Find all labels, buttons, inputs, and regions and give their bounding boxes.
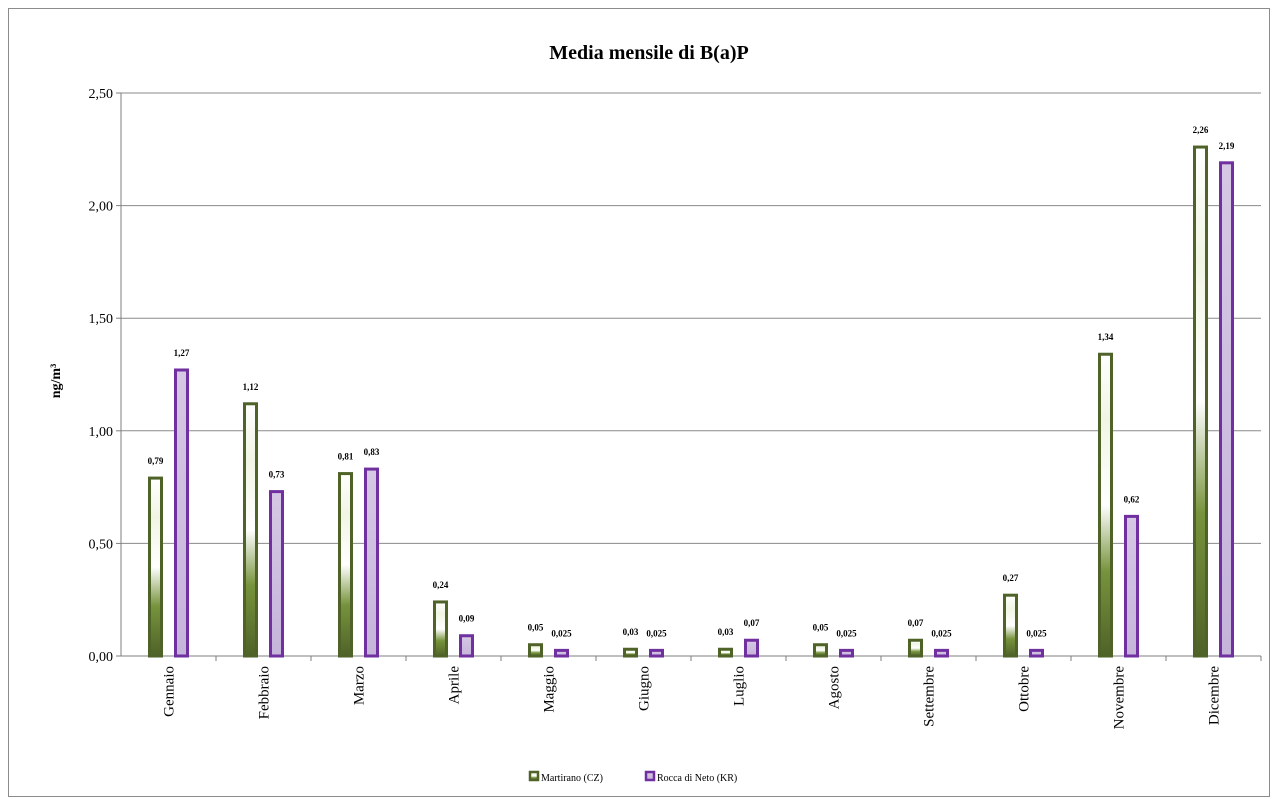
y-axis-label: ng/m³ bbox=[49, 364, 64, 399]
bar-martirano bbox=[813, 643, 828, 658]
bar-martirano bbox=[623, 647, 638, 658]
y-tick-label: 1,00 bbox=[89, 425, 114, 440]
data-label: 0,27 bbox=[1003, 573, 1019, 583]
legend-swatch-rocca-di-neto bbox=[644, 770, 656, 782]
data-label: 0,05 bbox=[813, 623, 829, 633]
x-tick-label: Gennaio bbox=[162, 666, 178, 717]
data-label: 0,05 bbox=[528, 623, 544, 633]
y-tick-labels: 0,00 0,50 1,00 1,50 2,00 2,50 bbox=[89, 87, 114, 665]
data-label: 0,03 bbox=[718, 627, 734, 637]
data-label: 0,025 bbox=[931, 628, 952, 638]
data-label: 0,025 bbox=[551, 628, 572, 638]
bar-martirano bbox=[718, 647, 733, 658]
bar-rocca-di-neto bbox=[649, 648, 664, 658]
data-label: 0,09 bbox=[459, 614, 475, 624]
data-label: 0,83 bbox=[364, 447, 380, 457]
x-tick-label: Marzo bbox=[352, 666, 368, 705]
y-tick-label: 2,00 bbox=[89, 200, 114, 215]
data-label: 2,19 bbox=[1219, 141, 1235, 151]
bar-rocca-di-neto bbox=[364, 467, 379, 658]
x-tick-label: Giugno bbox=[637, 666, 653, 711]
bar-rocca-di-neto bbox=[744, 638, 759, 658]
x-tick-label: Febbraio bbox=[257, 666, 273, 719]
data-label: 0,03 bbox=[623, 627, 639, 637]
bar-martirano bbox=[528, 643, 543, 658]
x-tick-label: Maggio bbox=[542, 666, 558, 713]
x-tick-label: Novembre bbox=[1112, 666, 1128, 730]
data-label: 2,26 bbox=[1193, 125, 1209, 135]
x-tick-label: Luglio bbox=[732, 666, 748, 706]
bar-martirano bbox=[908, 638, 923, 658]
bar-rocca-di-neto bbox=[1124, 514, 1139, 658]
bar-martirano bbox=[1098, 352, 1113, 658]
data-label: 1,12 bbox=[243, 382, 259, 392]
y-axis-label-text: ng/m³ bbox=[49, 364, 64, 399]
y-tick-label: 1,50 bbox=[89, 312, 114, 327]
x-tick-labels: Gennaio Febbraio Marzo Aprile Maggio Giugno Lu… bbox=[162, 666, 1223, 730]
bar-martirano bbox=[433, 600, 448, 658]
bar-rocca-di-neto bbox=[174, 368, 189, 658]
bar-rocca-di-neto bbox=[1219, 161, 1234, 658]
data-label: 0,025 bbox=[836, 628, 857, 638]
bar-martirano bbox=[338, 472, 353, 658]
chart-title: Media mensile di B(a)P bbox=[549, 42, 748, 64]
bar-rocca-di-neto bbox=[1029, 648, 1044, 658]
data-label: 0,025 bbox=[1026, 628, 1047, 638]
chart-frame: Media mensile di B(a)P ng/m³ 0,00 0,50 1,0… bbox=[8, 8, 1270, 797]
bar-martirano bbox=[243, 402, 258, 658]
data-label: 0,81 bbox=[338, 452, 354, 462]
x-tick-label: Agosto bbox=[827, 666, 843, 709]
legend-label: Rocca di Neto (KR) bbox=[657, 773, 737, 784]
bar-martirano bbox=[1003, 593, 1018, 658]
y-tick-label: 0,00 bbox=[89, 650, 114, 665]
y-tick-label: 0,50 bbox=[89, 537, 114, 552]
data-label: 0,79 bbox=[148, 456, 164, 466]
data-label: 1,27 bbox=[174, 348, 190, 358]
data-label: 0,73 bbox=[269, 470, 285, 480]
data-labels: 0,79 1,27 1,12 0,73 0,81 0,83 0,24 0,09 0,05 0,02… bbox=[148, 125, 1235, 638]
bar-rocca-di-neto bbox=[934, 648, 949, 658]
x-tick-label: Dicembre bbox=[1207, 666, 1223, 725]
bar-rocca-di-neto bbox=[554, 648, 569, 658]
bar-rocca-di-neto bbox=[839, 648, 854, 658]
data-label: 0,07 bbox=[908, 618, 924, 628]
y-tick-label: 2,50 bbox=[89, 87, 114, 102]
x-tick-label: Ottobre bbox=[1017, 666, 1033, 712]
data-label: 0,62 bbox=[1124, 494, 1140, 504]
legend-label: Martirano (CZ) bbox=[541, 773, 603, 784]
x-tick-label: Settembre bbox=[922, 666, 938, 727]
legend: Martirano (CZ) Rocca di Neto (KR) bbox=[528, 770, 737, 784]
data-label: 0,07 bbox=[744, 618, 760, 628]
data-label: 0,24 bbox=[433, 580, 449, 590]
bar-martirano bbox=[148, 476, 163, 658]
legend-swatch-martirano bbox=[528, 770, 540, 782]
data-label: 1,34 bbox=[1098, 332, 1114, 342]
chart-svg: Media mensile di B(a)P ng/m³ 0,00 0,50 1,0… bbox=[49, 42, 1262, 784]
bar-rocca-di-neto bbox=[269, 490, 284, 658]
bar-rocca-di-neto bbox=[459, 634, 474, 658]
grid-lines bbox=[116, 92, 1262, 661]
bar-martirano bbox=[1193, 145, 1208, 658]
bars bbox=[148, 145, 1234, 658]
data-label: 0,025 bbox=[646, 628, 667, 638]
x-tick-label: Aprile bbox=[447, 666, 463, 705]
